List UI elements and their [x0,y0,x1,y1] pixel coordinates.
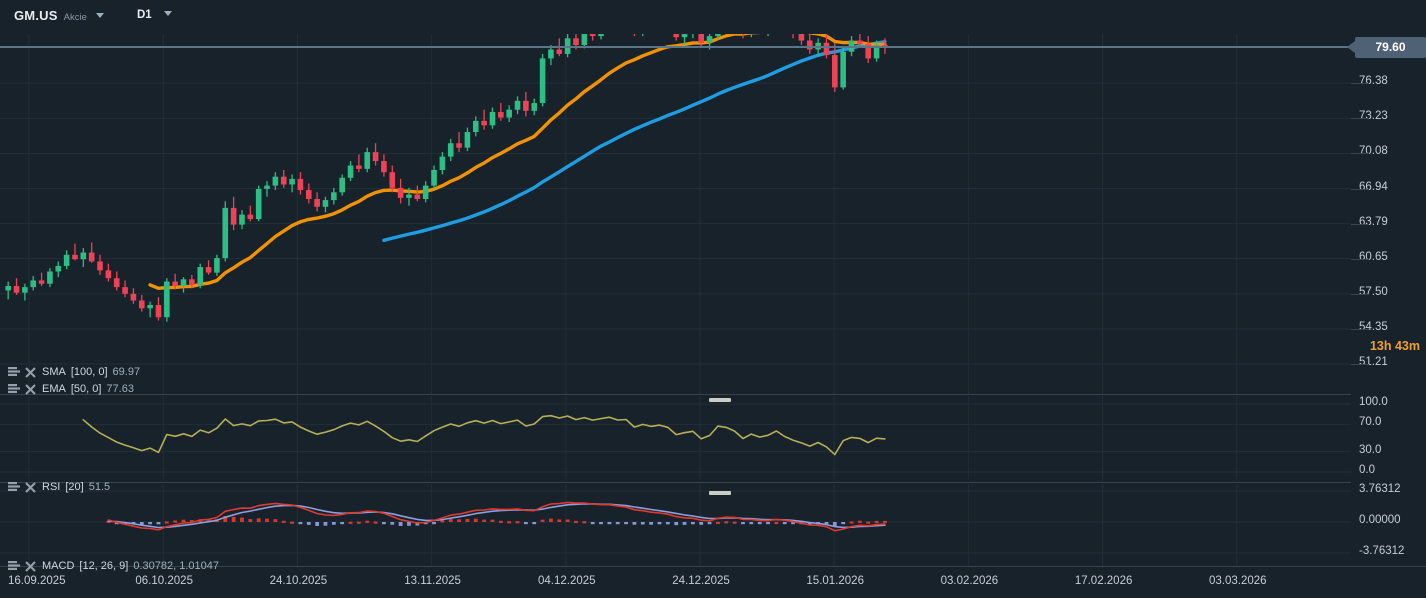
price-axis-tick-mark [1351,188,1369,190]
price-axis-tick: 63.79 [1359,215,1388,228]
time-axis-tick: 16.09.2025 [8,575,66,587]
candle-countdown: 13h 43m [1370,339,1420,353]
price-axis-tick-mark [1351,258,1369,260]
legend-macd[interactable]: MACD [12, 26, 9] 0.30782, 1.01047 [8,560,219,572]
legend-sma-value: 69.97 [112,366,141,378]
legend-macd-params: [12, 26, 9] [79,560,129,572]
macd-pane[interactable] [0,484,1351,566]
pane-resize-handle-rsi[interactable] [709,398,731,402]
price-axis-tick-mark [1351,328,1369,330]
legend-sma-params: [100, 0] [70,366,108,378]
macd-chart-canvas[interactable] [0,484,1351,566]
legend-rsi-name: RSI [42,481,61,493]
timeframe-label: D1 [137,9,152,21]
time-axis-tick: 06.10.2025 [135,575,193,587]
price-axis-tick-mark [1351,153,1369,155]
chevron-down-icon [163,10,172,16]
legend-sma[interactable]: SMA [100, 0] 69.97 [8,366,140,378]
time-axis-tick: 24.10.2025 [269,575,328,587]
time-axis-tick: 13.11.2025 [404,575,461,587]
rsi-axis-tick: 70.0 [1359,416,1382,429]
macd-axis-tick: 0.00000 [1359,514,1401,526]
time-axis-tick: 03.02.2026 [940,575,999,587]
chart-toolbar: GM.US Akcie D1 [0,0,1426,34]
price-axis-tick-mark [1351,364,1369,365]
pane-separator-2[interactable] [0,482,1426,483]
time-axis[interactable]: 16.09.2025 06.10.2025 24.10.2025 13.11.2025… [0,566,1426,598]
legend-ema-value: 77.63 [106,383,134,395]
countdown-minutes: 43m [1394,339,1420,354]
rsi-pane[interactable] [0,396,1351,480]
settings-icon[interactable] [8,383,20,395]
time-axis-tick: 04.12.2025 [538,575,596,587]
chevron-down-icon [95,13,104,18]
price-axis-tick: 70.08 [1359,145,1388,158]
close-icon[interactable] [25,481,37,493]
legend-rsi[interactable]: RSI [20] 51.5 [8,481,110,493]
time-axis-tick: 24.12.2025 [672,575,730,587]
legend-rsi-params: [20] [65,481,84,493]
price-axis-tick-mark [1351,223,1369,225]
time-axis-tick: 03.03.2026 [1209,575,1267,587]
timeframe-selector[interactable]: D1 [137,9,172,21]
rsi-axis-tick: 100.0 [1359,396,1388,408]
close-icon[interactable] [25,366,37,378]
price-axis-tick: 51.21 [1359,356,1388,368]
current-price-tag: 79.60 [1347,36,1426,58]
price-axis-tick: 60.65 [1359,250,1388,263]
time-axis-tick: 15.01.2026 [806,575,864,587]
macd-axis-tick: 3.76312 [1359,483,1401,495]
price-pane[interactable] [0,34,1351,394]
price-axis-tick: 54.35 [1359,320,1388,333]
current-price-line [0,46,1351,49]
settings-icon[interactable] [8,366,20,378]
symbol-selector[interactable]: GM.US Akcie [14,8,104,23]
price-axis-tick-mark [1351,118,1369,120]
legend-macd-name: MACD [42,560,75,572]
price-axis-tick: 73.23 [1359,110,1388,123]
rsi-axis-tick: 30.0 [1359,443,1382,456]
legend-ema-name: EMA [42,383,66,395]
legend-macd-value: 0.30782, 1.01047 [133,560,219,572]
legend-ema[interactable]: EMA [50, 0] 77.63 [8,383,134,395]
macd-axis-tick: -3.76312 [1359,545,1405,557]
price-axis-tick-mark [1351,83,1369,85]
legend-ema-params: [50, 0] [70,383,102,395]
pane-separator-1[interactable] [0,394,1426,395]
price-axis-tick: 76.38 [1359,75,1388,88]
price-axis-tick: 57.50 [1359,285,1388,298]
settings-icon[interactable] [8,481,20,493]
close-icon[interactable] [25,560,37,572]
settings-icon[interactable] [8,560,20,572]
time-axis-separator [0,566,1426,567]
rsi-chart-canvas[interactable] [0,396,1351,480]
symbol-name: GM.US [14,8,58,23]
legend-rsi-value: 51.5 [88,481,111,493]
price-axis[interactable]: 79.60 13h 43m 82.6776.3873.2370.0866.946… [1347,0,1426,598]
price-axis-tick-mark [1351,293,1369,295]
time-axis-tick: 17.02.2026 [1074,575,1133,587]
countdown-hours: 13h [1369,339,1392,354]
pane-resize-handle-macd[interactable] [709,491,731,495]
rsi-axis-tick: 0.0 [1359,464,1375,476]
legend-sma-name: SMA [42,366,66,378]
close-icon[interactable] [25,383,37,395]
price-axis-tick: 66.94 [1359,180,1388,193]
symbol-kind-label: Akcie [63,12,87,23]
price-chart-canvas[interactable] [0,34,1351,394]
